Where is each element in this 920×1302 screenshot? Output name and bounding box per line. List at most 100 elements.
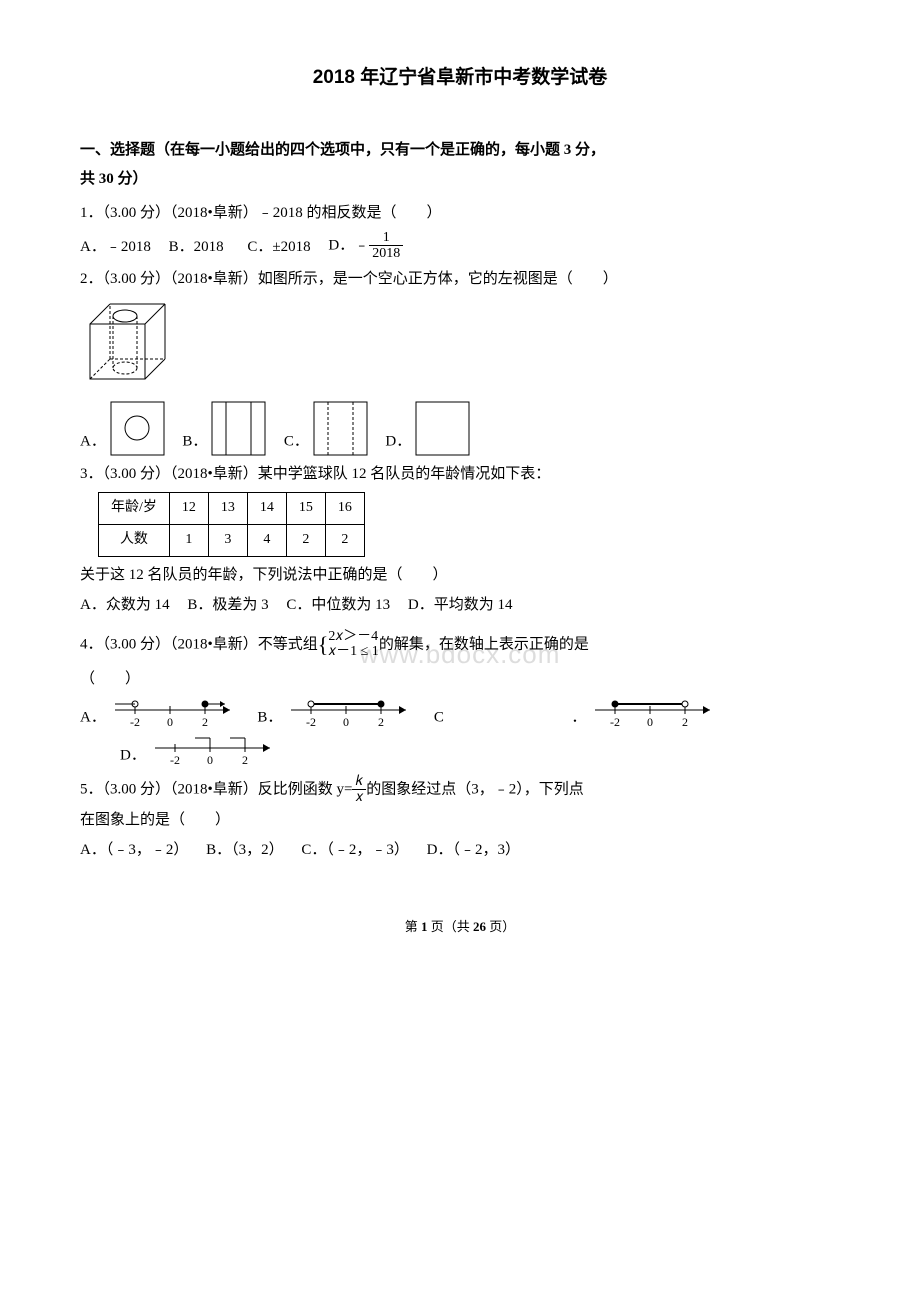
q2-a-label: A． [80,433,106,449]
q3-th-2: 13 [208,493,247,525]
q5-stem-pre: 5．（3.00 分）（2018•阜新）反比例函数 y= [80,781,352,797]
q1-d-prefix: D．﹣ [328,237,369,253]
q2-b-icon [211,401,266,456]
q2-figure [80,294,840,399]
q2-opt-a: A． [80,401,165,456]
svg-text:-2: -2 [170,753,180,767]
q5-line2: 在图象上的是（ ） [80,806,840,835]
q4-system: 2𝑥＞－4𝑥－1 ≤ 1 [328,629,378,660]
q1-d-den: 2018 [369,246,403,261]
q2-opt-b: B． [182,401,266,456]
table-row: 年龄/岁 12 13 14 15 16 [99,493,365,525]
svg-text:0: 0 [647,715,653,729]
number-line-d-icon: -2 0 2 [150,734,280,770]
svg-text:2: 2 [682,715,688,729]
q4-opt-b: B． -2 0 2 [257,696,416,732]
q4-blank: （ ） [80,665,840,694]
q2-opt-c: C． [284,401,368,456]
svg-text:0: 0 [343,715,349,729]
q4-stem: 4．（3.00 分）（2018•阜新）不等式组{2𝑥＞－4𝑥－1 ≤ 1的解集，… [80,624,840,666]
q3-opt-c: C．中位数为 13 [286,591,390,620]
q3-th-4: 15 [286,493,325,525]
q4-c-dot: ． [571,709,586,725]
q4-options-row2: D． -2 0 2 [120,734,840,770]
q4-opt-a: A． -2 0 2 [80,696,240,732]
question-4: 4．（3.00 分）（2018•阜新）不等式组{2𝑥＞－4𝑥－1 ≤ 1的解集，… [80,624,840,770]
q2-d-icon [415,401,470,456]
number-line-b-icon: -2 0 2 [286,696,416,732]
page-title: 2018 年辽宁省阜新市中考数学试卷 [80,60,840,96]
q1-stem: 1．（3.00 分）（2018•阜新）﹣2018 的相反数是（ ） [80,199,840,228]
q3-opt-d: D．平均数为 14 [408,591,513,620]
svg-text:0: 0 [167,715,173,729]
q4-opt-c: C ． -2 0 2 [434,696,720,732]
q3-th-3: 14 [247,493,286,525]
q4-b-label: B． [257,709,282,725]
q1-options: A．﹣2018 B．2018 C．±2018 D．﹣12018 [80,230,840,262]
question-2: 2．（3.00 分）（2018•阜新）如图所示，是一个空心正方体，它的左视图是（… [80,265,840,456]
q1-opt-c: C．±2018 [247,233,310,262]
table-row: 人数 1 3 4 2 2 [99,524,365,556]
svg-text:-2: -2 [610,715,620,729]
q3-td-2: 3 [208,524,247,556]
q4-d-label: D． [120,747,146,763]
q3-td-3: 4 [247,524,286,556]
number-line-c-icon: -2 0 2 [590,696,720,732]
q1-d-num: 1 [369,230,403,246]
q2-c-label: C． [284,433,309,449]
q3-th-5: 16 [325,493,364,525]
footer-post: 页） [486,919,515,934]
section-head-l2: 共 30 分） [80,171,148,187]
q1-opt-a: A．﹣2018 [80,233,151,262]
q3-td-4: 2 [286,524,325,556]
q3-opt-a: A．众数为 14 [80,591,170,620]
q5-den: 𝑥 [352,790,366,805]
question-3: 3．（3.00 分）（2018•阜新）某中学篮球队 12 名队员的年龄情况如下表… [80,460,840,620]
q1-opt-b: B．2018 [169,233,224,262]
q5-options: A．（﹣3，﹣2） B．（3，2） C．（﹣2，﹣3） D．（﹣2，3） [80,836,840,865]
q4-sys-bot: 𝑥－1 ≤ 1 [328,644,378,659]
q3-th-0: 年龄/岁 [99,493,170,525]
page-footer: 第 1 页（共 26 页） [80,915,840,940]
q5-num: 𝑘 [352,774,366,790]
q5-opt-c: C．（﹣2，﹣3） [301,836,409,865]
svg-text:2: 2 [242,753,248,767]
svg-text:2: 2 [202,715,208,729]
q4-sys-top: 2𝑥＞－4 [328,629,378,644]
cube-figure-icon [80,294,170,399]
q5-opt-b: B．（3，2） [206,836,284,865]
q4-options-row1: A． -2 0 2 B． [80,696,840,732]
q3-opt-b: B．极差为 3 [187,591,268,620]
q1-opt-d: D．﹣12018 [328,230,403,262]
q2-options: A． B． C． D． [80,401,840,456]
number-line-a-icon: -2 0 2 [110,696,240,732]
section-head: 一、选择题（在每一小题给出的四个选项中，只有一个是正确的，每小题 3 分， 共 … [80,136,840,193]
q5-stem: 5．（3.00 分）（2018•阜新）反比例函数 y=𝑘𝑥的图象经过点（3，﹣2… [80,774,840,806]
svg-text:2: 2 [378,715,384,729]
q4-stem-post: 的解集，在数轴上表示正确的是 [379,636,589,652]
q3-after: 关于这 12 名队员的年龄，下列说法中正确的是（ ） [80,561,840,590]
svg-text:-2: -2 [306,715,316,729]
q1-d-frac: 12018 [369,230,403,262]
q2-a-icon [110,401,165,456]
q2-d-label: D． [385,433,411,449]
svg-text:0: 0 [207,753,213,767]
q4-a-label: A． [80,709,106,725]
q3-td-0: 人数 [99,524,170,556]
footer-mid: 页（共 [427,919,473,934]
q3-options: A．众数为 14 B．极差为 3 C．中位数为 13 D．平均数为 14 [80,591,840,620]
q5-opt-a: A．（﹣3，﹣2） [80,836,188,865]
q5-stem-post: 的图象经过点（3，﹣2），下列点 [366,781,584,797]
q4-opt-d: D． -2 0 2 [120,734,280,770]
svg-text:-2: -2 [130,715,140,729]
section-head-l1: 一、选择题（在每一小题给出的四个选项中，只有一个是正确的，每小题 3 分， [80,142,605,158]
q3-th-1: 12 [169,493,208,525]
q2-b-label: B． [182,433,207,449]
question-1: 1．（3.00 分）（2018•阜新）﹣2018 的相反数是（ ） A．﹣201… [80,199,840,261]
question-5: 5．（3.00 分）（2018•阜新）反比例函数 y=𝑘𝑥的图象经过点（3，﹣2… [80,774,840,865]
q5-opt-d: D．（﹣2，3） [427,836,520,865]
q3-td-1: 1 [169,524,208,556]
q3-table: 年龄/岁 12 13 14 15 16 人数 1 3 4 2 2 [98,492,365,556]
q2-c-icon [313,401,368,456]
q3-stem: 3．（3.00 分）（2018•阜新）某中学篮球队 12 名队员的年龄情况如下表… [80,460,840,489]
